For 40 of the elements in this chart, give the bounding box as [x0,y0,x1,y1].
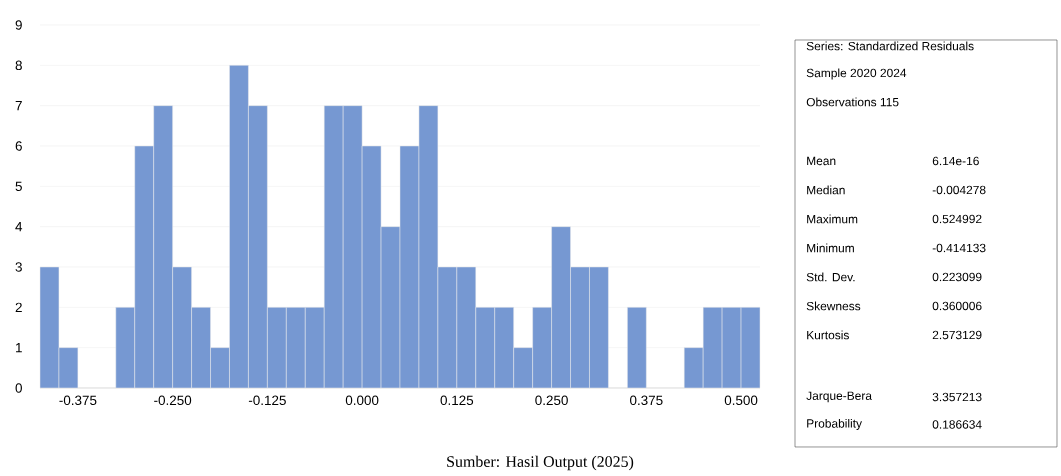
text: 0.223099 [932,272,982,282]
text: 2.573129 [932,330,982,340]
y-tick-label: 3 [15,262,22,272]
y-tick-label: 0 [15,383,22,393]
x-tick-label: 0.375 [630,395,663,406]
text: Maximum [807,214,858,224]
text: Jarque-Bera [806,391,872,403]
x-tick-label: -0.125 [248,395,286,406]
y-tick-label: 5 [15,181,22,192]
y-tick-label: 9 [15,20,22,30]
x-tick-label: 0.125 [440,395,474,406]
text: Minimum [807,243,854,253]
text: 6.14e-16 [932,156,979,166]
text: 0.186634 [932,420,982,429]
text: Observations 115 [806,97,899,107]
text: -0.004278 [932,185,986,195]
text: Kurtosis [807,330,849,340]
y-tick-label: 8 [15,60,22,71]
y-tick-label: 6 [15,141,22,151]
y-tick-label: 2 [15,302,22,313]
x-tick-label: 0.250 [535,395,568,406]
text: 0.360006 [932,301,982,311]
x-tick-label: 0.000 [345,395,379,406]
y-tick-label: 1 [16,343,22,353]
y-tick-label: 7 [15,101,22,111]
x-tick-label: 0.500 [724,395,758,406]
text: -0.414133 [932,243,986,253]
text: Mean [807,156,836,166]
text: 3.357213 [932,392,982,402]
x-tick-label: -0.250 [154,395,192,406]
text: Sample 2020 2024 [806,68,907,80]
text: Skewness [806,301,861,311]
text: Probability [807,418,862,431]
text: Std. Dev. [806,272,855,282]
y-tick-label: 4 [15,222,23,232]
text: 0.524992 [932,214,982,224]
text: Sumber: Hasil Output (2025) [447,455,634,471]
text: Series: Standardized Residuals [806,41,974,51]
x-tick-label: -0.375 [59,395,97,406]
text: Median [807,185,845,195]
